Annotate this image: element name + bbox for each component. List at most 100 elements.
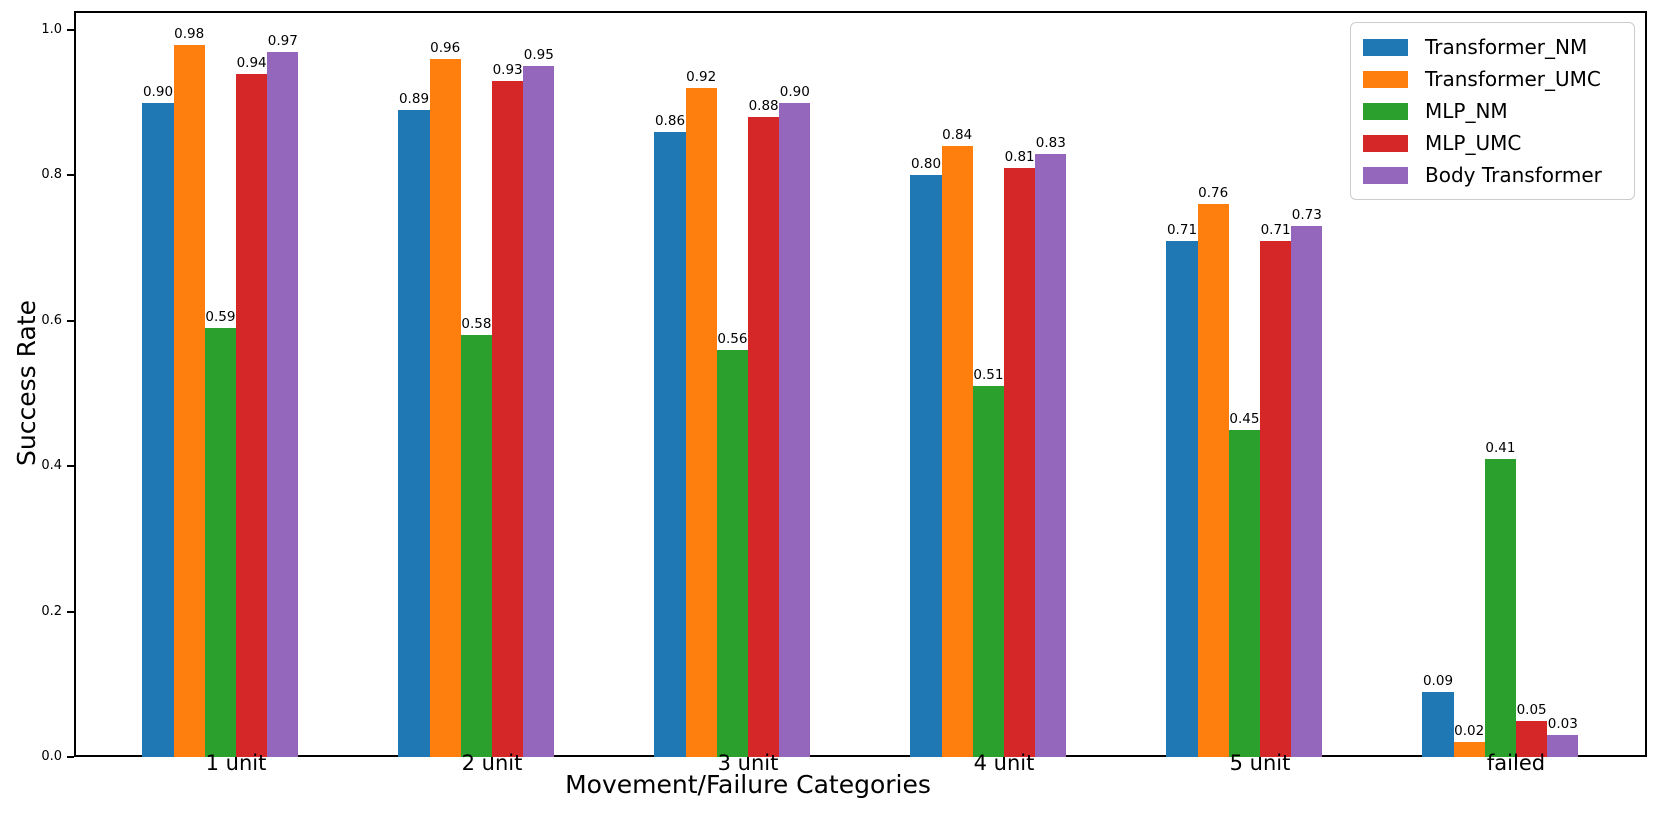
bar-value-label: 0.92 [686, 69, 717, 86]
legend-swatch-icon [1363, 38, 1408, 56]
y-tick-label: 0.8 [41, 167, 62, 183]
bar-value-label: 0.84 [942, 127, 973, 144]
bar [523, 66, 555, 757]
y-tick-label: 0.4 [41, 458, 62, 474]
bar-value-label: 0.94 [236, 54, 267, 71]
bar-value-label: 0.97 [267, 32, 298, 49]
y-tick-label: 0.6 [41, 312, 62, 328]
bar-value-label: 0.56 [717, 330, 748, 347]
x-axis-tick [747, 757, 749, 764]
legend: Transformer_NM Transformer_UMC MLP_NM MLP_U… [1350, 22, 1635, 200]
legend-swatch-icon [1363, 70, 1408, 88]
legend-label: MLP_NM [1425, 99, 1508, 123]
bar-value-label: 0.58 [461, 316, 492, 333]
bar [173, 44, 205, 757]
y-axis-title: Success Rate [12, 300, 41, 466]
legend-label: Transformer_UMC [1425, 67, 1601, 91]
bar [1516, 720, 1548, 757]
bar [1035, 153, 1067, 757]
bar [779, 102, 811, 757]
legend-item: MLP_UMC [1363, 128, 1622, 158]
bar [1260, 240, 1292, 757]
bar-value-label: 0.41 [1485, 439, 1516, 456]
y-axis-tick [67, 610, 74, 613]
y-axis-tick [67, 174, 74, 177]
bar [1166, 240, 1198, 757]
y-axis-tick [67, 465, 74, 468]
legend-swatch-icon [1363, 134, 1408, 152]
bar [1484, 458, 1516, 757]
x-axis-tick [1515, 757, 1517, 764]
bar [1453, 742, 1485, 757]
bar [236, 73, 268, 757]
bar-value-label: 0.03 [1547, 716, 1578, 733]
bar [267, 51, 299, 757]
bar-value-label: 0.98 [174, 25, 205, 42]
bar-value-label: 0.45 [1229, 410, 1260, 427]
bar [1197, 204, 1229, 757]
bar-value-label: 0.80 [910, 156, 942, 173]
bar-value-label: 0.86 [654, 112, 686, 129]
bar-value-label: 0.02 [1454, 723, 1485, 740]
legend-label: Transformer_NM [1425, 35, 1588, 59]
bar [429, 59, 461, 757]
legend-item: Body Transformer [1363, 160, 1622, 190]
y-tick-label: 0.2 [41, 603, 62, 619]
bar-value-label: 0.93 [492, 61, 523, 78]
bar-value-label: 0.83 [1035, 134, 1066, 151]
x-tick-label: 3 unit [717, 751, 779, 775]
legend-label: Body Transformer [1425, 163, 1602, 187]
bar [1228, 429, 1260, 757]
bar-value-label: 0.71 [1166, 221, 1198, 238]
x-axis-line [74, 755, 1647, 757]
x-tick-label: failed [1486, 751, 1546, 775]
bar-value-label: 0.59 [205, 309, 236, 326]
y-tick-label: 1.0 [41, 22, 62, 37]
legend-item: Transformer_NM [1363, 32, 1622, 62]
bar [716, 349, 748, 757]
bar [492, 80, 524, 757]
x-tick-label: 2 unit [461, 751, 523, 775]
legend-swatch-icon [1363, 102, 1408, 120]
bar-value-label: 0.05 [1516, 701, 1547, 718]
bar-value-label: 0.71 [1260, 221, 1291, 238]
bar-value-label: 0.51 [973, 367, 1004, 384]
right-spine [1645, 11, 1647, 757]
legend-swatch-icon [1363, 166, 1408, 184]
y-axis-line [74, 11, 76, 757]
bar [460, 335, 492, 757]
legend-item: MLP_NM [1363, 96, 1622, 126]
bar-value-label: 0.73 [1291, 207, 1322, 224]
bar-value-label: 0.89 [398, 90, 430, 107]
bar [748, 117, 780, 757]
x-tick-label: 5 unit [1229, 751, 1291, 775]
x-axis-tick [1003, 757, 1005, 764]
bar [972, 386, 1004, 757]
bar-value-label: 0.96 [430, 40, 461, 57]
legend-label: MLP_UMC [1425, 131, 1522, 155]
legend-item: Transformer_UMC [1363, 64, 1622, 94]
x-tick-label: 4 unit [973, 751, 1035, 775]
y-axis-tick [67, 756, 74, 758]
bar-value-label: 0.09 [1422, 672, 1454, 689]
bar-value-label: 0.95 [523, 47, 554, 64]
bar [685, 88, 717, 757]
bar [398, 109, 430, 757]
bar [1547, 735, 1579, 757]
x-axis-title: Movement/Failure Categories [565, 770, 931, 799]
bar-value-label: 0.81 [1004, 149, 1035, 166]
top-spine [74, 11, 1647, 13]
bar [1004, 168, 1036, 757]
x-tick-label: 1 unit [205, 751, 267, 775]
y-axis-tick [67, 319, 74, 322]
x-axis-tick [235, 757, 237, 764]
x-axis-tick [1259, 757, 1261, 764]
bar [142, 102, 174, 757]
bar [941, 146, 973, 757]
bar-value-label: 0.88 [748, 98, 779, 115]
bar [910, 175, 942, 757]
bar-value-label: 0.90 [779, 83, 810, 100]
bar [204, 328, 236, 757]
bar [1291, 226, 1323, 757]
